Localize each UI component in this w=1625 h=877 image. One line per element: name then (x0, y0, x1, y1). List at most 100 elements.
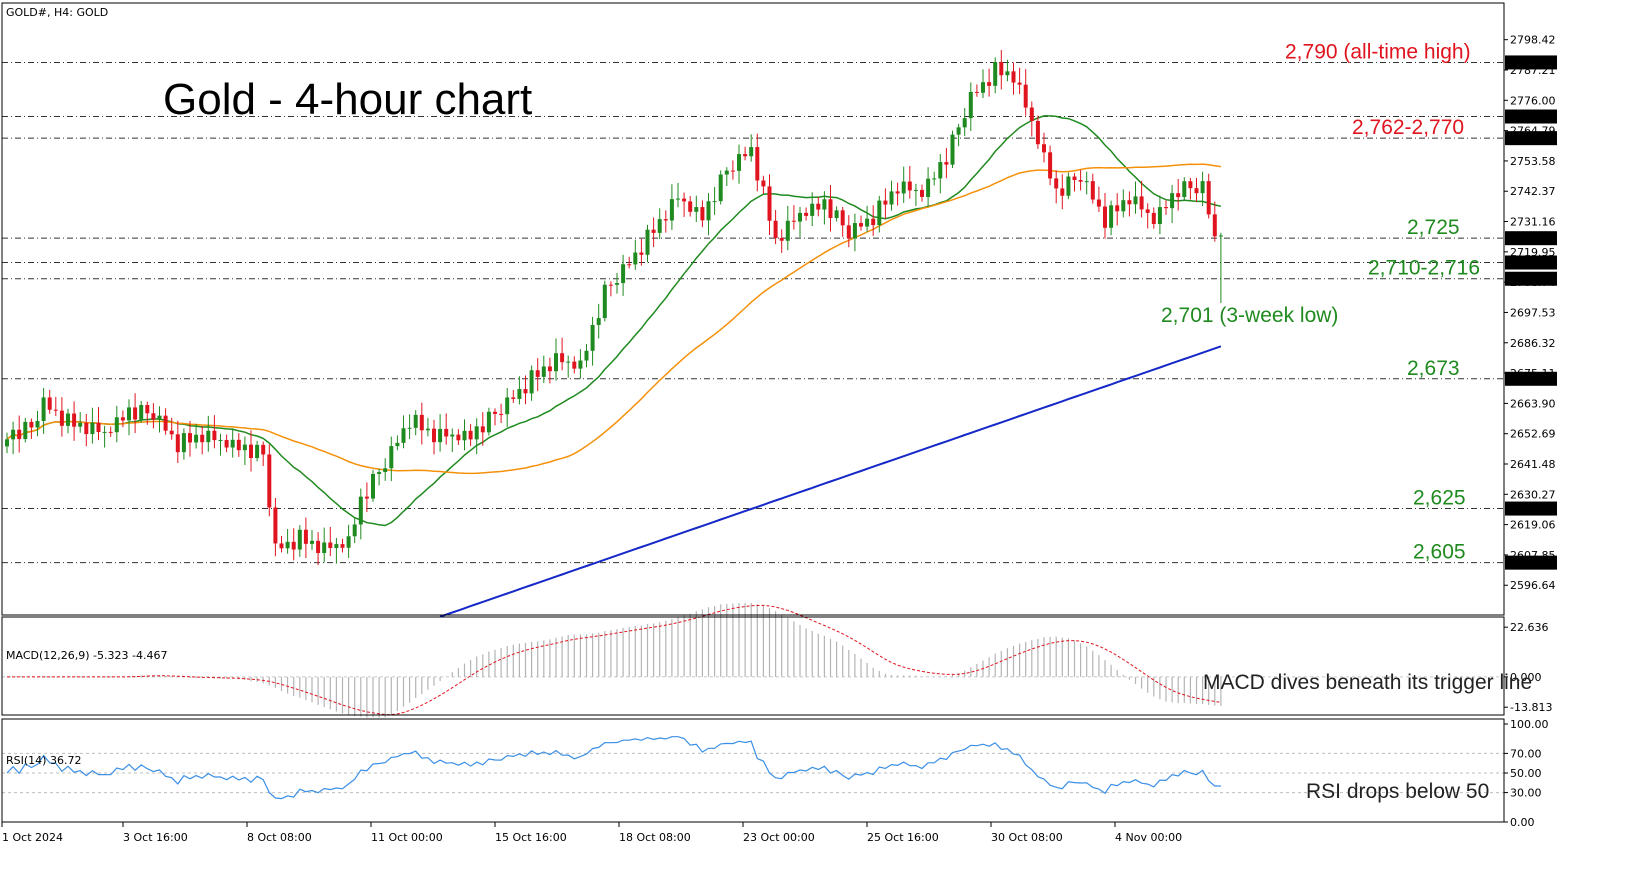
candle-body (584, 350, 589, 361)
candle-body (773, 220, 778, 239)
sma200-line (439, 345, 1222, 618)
candle-body (529, 370, 534, 394)
price-tag (1505, 55, 1557, 70)
candle-body (468, 430, 473, 440)
candle-body (66, 413, 70, 426)
candle-body (608, 284, 613, 286)
candle-body (230, 439, 235, 448)
x-tick-label: 4 Nov 00:00 (1115, 831, 1182, 844)
candle-body (1176, 193, 1181, 198)
candle-body (1029, 107, 1034, 121)
candle-body (846, 225, 851, 239)
candle-body (1170, 193, 1175, 209)
candle-body (712, 201, 717, 203)
candle-body (1133, 196, 1138, 205)
candle-body (871, 218, 876, 226)
candle-body (279, 543, 284, 549)
candle-body (804, 212, 809, 216)
price-tag (1505, 131, 1557, 146)
candle-body (1072, 176, 1077, 181)
candle-body (676, 198, 680, 200)
candle-body (340, 544, 345, 548)
x-tick-label: 25 Oct 16:00 (867, 831, 939, 844)
candle-body (163, 415, 168, 431)
candle-body (1157, 207, 1162, 224)
candle-body (1212, 214, 1217, 237)
candle-body (852, 223, 857, 239)
y-tick-label: 2697.53 (1510, 306, 1556, 319)
candle-body (1194, 188, 1199, 194)
price-tag (1505, 271, 1557, 286)
y-tick-label: 2742.37 (1510, 185, 1556, 198)
candle-body (157, 415, 162, 420)
candle-body (1139, 196, 1144, 210)
candle-body (517, 389, 522, 399)
candle-body (816, 203, 821, 210)
candle-body (1048, 152, 1053, 179)
candle-body (84, 422, 89, 435)
price-tag (1505, 109, 1557, 124)
candle-body (907, 181, 912, 191)
candle-body (401, 428, 406, 443)
axes: 2798.422787.212776.002764.792753.582742.… (1, 34, 1557, 844)
symbol-label: GOLD#, H4: GOLD (6, 6, 108, 19)
candle-body (108, 431, 113, 433)
price-tag (1505, 555, 1557, 570)
candle-body (639, 252, 644, 255)
candle-body (1151, 212, 1156, 224)
candle-body (883, 200, 888, 205)
price-tag-label: 2790.00 (1508, 56, 1554, 69)
y-tick-label: 2686.32 (1510, 337, 1556, 350)
candle-body (96, 422, 101, 432)
candle-body (779, 238, 784, 241)
candle-body (212, 430, 217, 441)
candle-body (572, 361, 577, 369)
candle-body (486, 411, 491, 433)
candle-body (310, 540, 314, 544)
low-annotation: 2,701 (3-week low) (1161, 304, 1338, 327)
candle-body (261, 444, 266, 455)
candle-body (236, 439, 241, 451)
rsi-annotation: RSI drops below 50 (1306, 780, 1489, 803)
chart-frame (1, 2, 1505, 823)
y-tick-label: 2596.64 (1510, 579, 1556, 592)
y-tick-label: 2798.42 (1510, 34, 1556, 47)
candle-body (596, 318, 601, 325)
candle-body (17, 429, 22, 440)
candle-body (743, 154, 748, 157)
level-label: 2,790 (all-time high) (1285, 40, 1471, 63)
candle-body (456, 434, 461, 441)
candle-body (682, 198, 687, 202)
candle-body (602, 284, 607, 319)
candle-body (78, 422, 83, 427)
price-tag-label: 2625.00 (1508, 503, 1554, 516)
x-tick-label: 18 Oct 08:00 (619, 831, 691, 844)
macd-annotation: MACD dives beneath its trigger line (1203, 671, 1532, 694)
candle-body (407, 427, 412, 429)
candle-body (523, 389, 528, 394)
candle-body (798, 212, 802, 222)
candle-body (968, 91, 973, 119)
candle-body (1042, 144, 1046, 153)
candle-body (663, 219, 668, 221)
candle-body (493, 411, 497, 414)
rsi-y-tick-label: 100.00 (1510, 718, 1549, 731)
candle-body (322, 542, 327, 554)
candle-body (590, 324, 595, 351)
candle-body (120, 417, 125, 421)
candle-body (47, 397, 52, 410)
candle-body (700, 207, 705, 221)
candle-body (1017, 82, 1022, 85)
candle-body (1054, 178, 1059, 189)
candle-body (1023, 84, 1028, 108)
candle-body (706, 201, 711, 221)
candle-body (920, 189, 924, 197)
candle-body (950, 134, 955, 165)
candle-body (346, 536, 351, 548)
x-tick-label: 3 Oct 16:00 (123, 831, 188, 844)
sma50-line (6, 163, 1222, 475)
candle-body (169, 430, 174, 435)
candle-body (761, 180, 766, 187)
candle-body (1078, 180, 1083, 182)
candle-body (395, 442, 400, 447)
